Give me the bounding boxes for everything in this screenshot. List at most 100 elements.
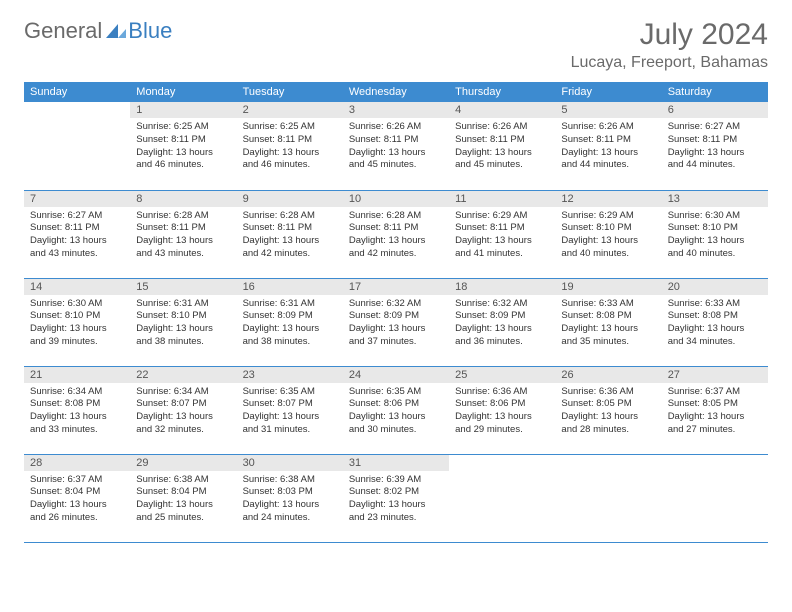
day-content: Sunrise: 6:27 AMSunset: 8:11 PMDaylight:… xyxy=(24,207,130,264)
sunrise-text: Sunrise: 6:38 AM xyxy=(136,474,230,487)
sunrise-text: Sunrise: 6:26 AM xyxy=(349,121,443,134)
day-content: Sunrise: 6:34 AMSunset: 8:08 PMDaylight:… xyxy=(24,383,130,440)
day-number: 20 xyxy=(662,279,768,295)
sunrise-text: Sunrise: 6:28 AM xyxy=(243,210,337,223)
daylight-text: Daylight: 13 hours and 40 minutes. xyxy=(561,235,655,261)
day-number: 10 xyxy=(343,191,449,207)
sunset-text: Sunset: 8:08 PM xyxy=(668,310,762,323)
sunset-text: Sunset: 8:07 PM xyxy=(136,398,230,411)
day-content: Sunrise: 6:39 AMSunset: 8:02 PMDaylight:… xyxy=(343,471,449,528)
sunset-text: Sunset: 8:11 PM xyxy=(455,222,549,235)
sunset-text: Sunset: 8:09 PM xyxy=(243,310,337,323)
daylight-text: Daylight: 13 hours and 29 minutes. xyxy=(455,411,549,437)
calendar-day-cell: 3Sunrise: 6:26 AMSunset: 8:11 PMDaylight… xyxy=(343,102,449,190)
calendar-day-cell: 16Sunrise: 6:31 AMSunset: 8:09 PMDayligh… xyxy=(237,278,343,366)
daylight-text: Daylight: 13 hours and 32 minutes. xyxy=(136,411,230,437)
sunset-text: Sunset: 8:07 PM xyxy=(243,398,337,411)
day-content: Sunrise: 6:35 AMSunset: 8:06 PMDaylight:… xyxy=(343,383,449,440)
calendar-day-cell xyxy=(555,454,661,542)
sunset-text: Sunset: 8:11 PM xyxy=(349,222,443,235)
calendar-day-cell: 18Sunrise: 6:32 AMSunset: 8:09 PMDayligh… xyxy=(449,278,555,366)
calendar-day-cell: 13Sunrise: 6:30 AMSunset: 8:10 PMDayligh… xyxy=(662,190,768,278)
daylight-text: Daylight: 13 hours and 24 minutes. xyxy=(243,499,337,525)
daylight-text: Daylight: 13 hours and 30 minutes. xyxy=(349,411,443,437)
day-content: Sunrise: 6:37 AMSunset: 8:05 PMDaylight:… xyxy=(662,383,768,440)
day-number: 3 xyxy=(343,102,449,118)
sunset-text: Sunset: 8:11 PM xyxy=(136,222,230,235)
day-header: Wednesday xyxy=(343,82,449,102)
day-content: Sunrise: 6:38 AMSunset: 8:03 PMDaylight:… xyxy=(237,471,343,528)
calendar-week-row: 21Sunrise: 6:34 AMSunset: 8:08 PMDayligh… xyxy=(24,366,768,454)
sunrise-text: Sunrise: 6:25 AM xyxy=(243,121,337,134)
sunrise-text: Sunrise: 6:26 AM xyxy=(455,121,549,134)
sunset-text: Sunset: 8:04 PM xyxy=(30,486,124,499)
day-content: Sunrise: 6:28 AMSunset: 8:11 PMDaylight:… xyxy=(237,207,343,264)
day-number: 29 xyxy=(130,455,236,471)
day-content: Sunrise: 6:30 AMSunset: 8:10 PMDaylight:… xyxy=(24,295,130,352)
daylight-text: Daylight: 13 hours and 37 minutes. xyxy=(349,323,443,349)
calendar-day-cell: 11Sunrise: 6:29 AMSunset: 8:11 PMDayligh… xyxy=(449,190,555,278)
calendar-day-cell: 14Sunrise: 6:30 AMSunset: 8:10 PMDayligh… xyxy=(24,278,130,366)
sunset-text: Sunset: 8:05 PM xyxy=(561,398,655,411)
day-content: Sunrise: 6:31 AMSunset: 8:09 PMDaylight:… xyxy=(237,295,343,352)
sunrise-text: Sunrise: 6:30 AM xyxy=(668,210,762,223)
day-number: 7 xyxy=(24,191,130,207)
day-number: 31 xyxy=(343,455,449,471)
daylight-text: Daylight: 13 hours and 43 minutes. xyxy=(136,235,230,261)
calendar-day-cell: 1Sunrise: 6:25 AMSunset: 8:11 PMDaylight… xyxy=(130,102,236,190)
daylight-text: Daylight: 13 hours and 23 minutes. xyxy=(349,499,443,525)
sunrise-text: Sunrise: 6:34 AM xyxy=(30,386,124,399)
calendar-day-cell: 15Sunrise: 6:31 AMSunset: 8:10 PMDayligh… xyxy=(130,278,236,366)
logo-text-blue: Blue xyxy=(128,18,172,44)
calendar-week-row: 1Sunrise: 6:25 AMSunset: 8:11 PMDaylight… xyxy=(24,102,768,190)
sunset-text: Sunset: 8:05 PM xyxy=(668,398,762,411)
calendar-day-cell: 23Sunrise: 6:35 AMSunset: 8:07 PMDayligh… xyxy=(237,366,343,454)
sunset-text: Sunset: 8:11 PM xyxy=(349,134,443,147)
day-content: Sunrise: 6:25 AMSunset: 8:11 PMDaylight:… xyxy=(130,118,236,175)
daylight-text: Daylight: 13 hours and 36 minutes. xyxy=(455,323,549,349)
calendar-day-cell: 21Sunrise: 6:34 AMSunset: 8:08 PMDayligh… xyxy=(24,366,130,454)
day-number: 1 xyxy=(130,102,236,118)
day-header-row: SundayMondayTuesdayWednesdayThursdayFrid… xyxy=(24,82,768,102)
day-content: Sunrise: 6:32 AMSunset: 8:09 PMDaylight:… xyxy=(449,295,555,352)
day-content: Sunrise: 6:31 AMSunset: 8:10 PMDaylight:… xyxy=(130,295,236,352)
day-number: 12 xyxy=(555,191,661,207)
day-content: Sunrise: 6:36 AMSunset: 8:06 PMDaylight:… xyxy=(449,383,555,440)
sunrise-text: Sunrise: 6:30 AM xyxy=(30,298,124,311)
sunset-text: Sunset: 8:06 PM xyxy=(349,398,443,411)
day-number: 5 xyxy=(555,102,661,118)
calendar-day-cell: 4Sunrise: 6:26 AMSunset: 8:11 PMDaylight… xyxy=(449,102,555,190)
day-content: Sunrise: 6:29 AMSunset: 8:11 PMDaylight:… xyxy=(449,207,555,264)
sunrise-text: Sunrise: 6:32 AM xyxy=(349,298,443,311)
calendar-day-cell: 6Sunrise: 6:27 AMSunset: 8:11 PMDaylight… xyxy=(662,102,768,190)
daylight-text: Daylight: 13 hours and 25 minutes. xyxy=(136,499,230,525)
daylight-text: Daylight: 13 hours and 35 minutes. xyxy=(561,323,655,349)
day-number: 27 xyxy=(662,367,768,383)
calendar-week-row: 28Sunrise: 6:37 AMSunset: 8:04 PMDayligh… xyxy=(24,454,768,542)
day-number: 28 xyxy=(24,455,130,471)
logo-triangle-icon xyxy=(106,24,126,38)
day-number: 9 xyxy=(237,191,343,207)
day-number: 2 xyxy=(237,102,343,118)
calendar-day-cell: 5Sunrise: 6:26 AMSunset: 8:11 PMDaylight… xyxy=(555,102,661,190)
sunrise-text: Sunrise: 6:33 AM xyxy=(668,298,762,311)
day-number: 4 xyxy=(449,102,555,118)
day-number: 13 xyxy=(662,191,768,207)
calendar-day-cell: 7Sunrise: 6:27 AMSunset: 8:11 PMDaylight… xyxy=(24,190,130,278)
daylight-text: Daylight: 13 hours and 41 minutes. xyxy=(455,235,549,261)
day-number: 22 xyxy=(130,367,236,383)
sunset-text: Sunset: 8:11 PM xyxy=(243,134,337,147)
day-number: 15 xyxy=(130,279,236,295)
day-number: 14 xyxy=(24,279,130,295)
day-header: Thursday xyxy=(449,82,555,102)
day-content: Sunrise: 6:29 AMSunset: 8:10 PMDaylight:… xyxy=(555,207,661,264)
calendar-day-cell: 29Sunrise: 6:38 AMSunset: 8:04 PMDayligh… xyxy=(130,454,236,542)
sunrise-text: Sunrise: 6:33 AM xyxy=(561,298,655,311)
calendar-day-cell: 12Sunrise: 6:29 AMSunset: 8:10 PMDayligh… xyxy=(555,190,661,278)
day-content: Sunrise: 6:26 AMSunset: 8:11 PMDaylight:… xyxy=(555,118,661,175)
day-number: 6 xyxy=(662,102,768,118)
daylight-text: Daylight: 13 hours and 46 minutes. xyxy=(136,147,230,173)
sunrise-text: Sunrise: 6:28 AM xyxy=(136,210,230,223)
daylight-text: Daylight: 13 hours and 46 minutes. xyxy=(243,147,337,173)
sunset-text: Sunset: 8:10 PM xyxy=(668,222,762,235)
